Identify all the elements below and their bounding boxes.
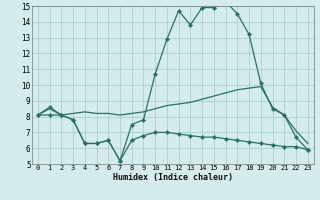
X-axis label: Humidex (Indice chaleur): Humidex (Indice chaleur) — [113, 173, 233, 182]
